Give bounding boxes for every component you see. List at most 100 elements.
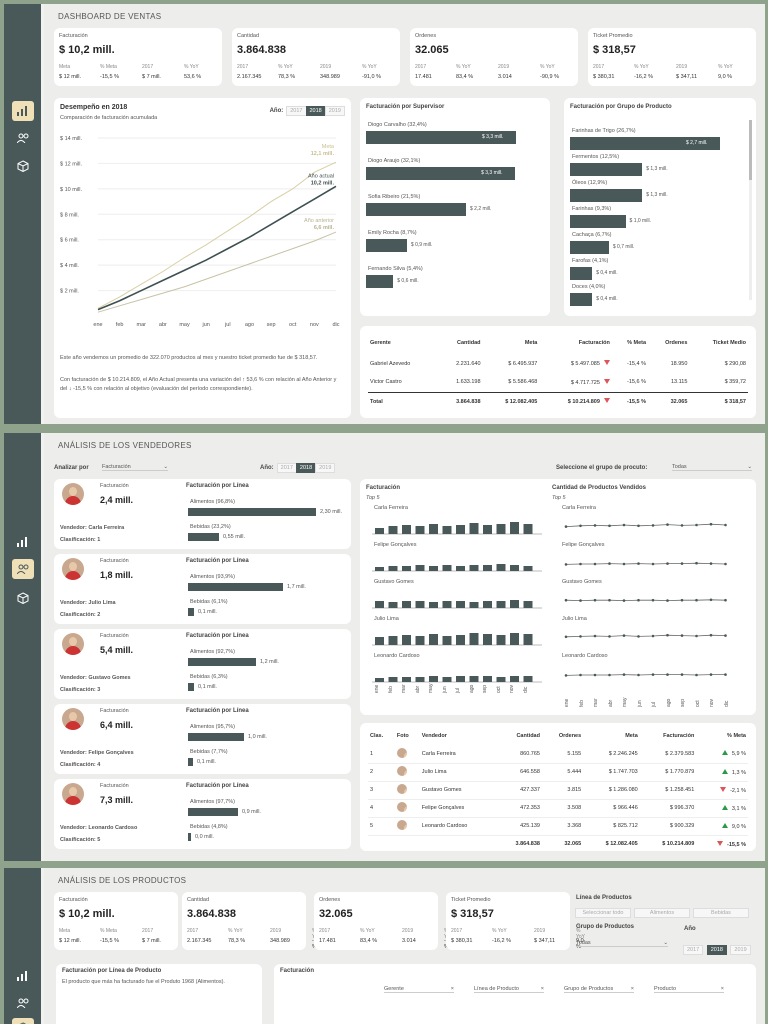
column-header[interactable]: Meta	[524, 340, 538, 346]
table-row[interactable]: 2 Julio Lima 646.558 5.444 $ 1.747.703 $ 1.77…	[368, 763, 748, 781]
table-row[interactable]: 5 Leonardo Cardoso 425.139 3.368 $ 825.712 $ …	[368, 817, 748, 835]
alimentos-button[interactable]: Alimentos	[634, 908, 690, 918]
kpi-label: Ticket Promedio	[593, 33, 633, 39]
month-label: may	[622, 697, 628, 707]
filter-field[interactable]: Gerente ×	[384, 986, 454, 993]
bar[interactable]	[366, 239, 407, 252]
bar-chart-icon[interactable]	[12, 101, 34, 121]
spark-dot	[579, 635, 582, 638]
year-2017-button[interactable]: 2017	[286, 106, 307, 116]
line-b-bar[interactable]	[188, 683, 194, 691]
year-2019-button[interactable]: 2019	[730, 945, 751, 955]
column-header[interactable]: Foto	[396, 733, 409, 739]
bar[interactable]	[570, 241, 609, 254]
close-icon[interactable]: ×	[450, 986, 454, 992]
box-icon[interactable]	[12, 588, 34, 608]
filter-field[interactable]: Línea de Producto ×	[474, 986, 544, 993]
line-a-bar[interactable]	[188, 508, 316, 516]
kpi-sub-label: 2019	[498, 64, 510, 70]
filter-field[interactable]: Producto ×	[654, 986, 724, 993]
x-tick-label: sep	[267, 322, 276, 328]
kpi-value: 3.864.838	[237, 44, 286, 56]
column-header[interactable]: Meta	[625, 733, 638, 739]
cell: 18.950	[670, 360, 688, 367]
line-product-card: Facturación por Línea de Producto El pro…	[56, 964, 262, 1024]
table-row[interactable]: 3 Gustavo Gomes 427.337 3.815 $ 1.286.080 $ 1…	[368, 781, 748, 799]
bar[interactable]	[570, 137, 720, 150]
year-2018-button[interactable]: 2018	[295, 463, 317, 473]
users-icon[interactable]	[12, 993, 34, 1013]
column-header[interactable]: Cantidad	[457, 340, 481, 346]
users-icon[interactable]	[12, 559, 34, 579]
line-b-bar[interactable]	[188, 533, 219, 541]
year-label: Año	[684, 926, 696, 932]
line-b-bar[interactable]	[188, 608, 194, 616]
spark-dot	[680, 673, 684, 676]
close-icon[interactable]: ×	[630, 986, 634, 992]
bar[interactable]	[366, 203, 466, 216]
line-b-bar[interactable]	[188, 833, 191, 841]
box-icon[interactable]	[12, 156, 34, 176]
column-header[interactable]: Gerente	[370, 340, 391, 346]
table-row[interactable]: Total 3.864.838 $ 12.082.405 $ 10.214.809 -1…	[368, 392, 748, 411]
bar[interactable]	[570, 189, 643, 202]
kpi-label: Cantidad	[237, 33, 260, 39]
column-header[interactable]: Clas.	[370, 733, 384, 739]
column-header[interactable]: Cantidad	[516, 733, 540, 739]
group-dropdown[interactable]: Todas ⌄	[672, 464, 752, 471]
year-2017-button[interactable]: 2017	[276, 463, 297, 473]
table-row[interactable]: 4 Felipe Gonçalves 472.353 3.508 $ 966.446 $ …	[368, 799, 748, 817]
bebidas-button[interactable]: Bebidas	[693, 908, 749, 918]
bar[interactable]	[570, 267, 593, 280]
filter-field[interactable]: Grupo de Productos ×	[564, 986, 634, 993]
column-header[interactable]: Ordenes	[558, 733, 582, 739]
bar[interactable]	[366, 275, 394, 288]
avatar	[396, 747, 407, 758]
column-header[interactable]: Facturación	[578, 340, 610, 346]
rank-cell: 2	[370, 769, 374, 775]
bar-chart-icon[interactable]	[12, 532, 34, 552]
kpi-sub-value: $ 380,31	[451, 938, 473, 944]
spark-dot	[695, 523, 698, 527]
table-row[interactable]: Victor Castro 1.633.198 $ 5.586.468 $ 4.717…	[368, 373, 748, 392]
bar[interactable]	[366, 167, 516, 180]
year-2019-button[interactable]: 2019	[315, 463, 336, 473]
close-icon[interactable]: ×	[540, 986, 544, 992]
cell: $ 318,57	[724, 398, 746, 405]
column-header[interactable]: Ticket Medio	[712, 340, 746, 346]
column-header[interactable]: Vendedor	[421, 733, 447, 739]
year-2018-button[interactable]: 2018	[305, 106, 326, 116]
line-a-bar[interactable]	[188, 733, 244, 741]
column-header[interactable]: % Meta	[727, 733, 746, 739]
year-2018-button[interactable]: 2018	[706, 945, 727, 955]
column-header[interactable]: % Meta	[627, 340, 647, 346]
spark-dot	[608, 598, 611, 602]
box-icon[interactable]	[12, 1018, 34, 1024]
users-icon[interactable]	[12, 128, 34, 148]
scrollbar[interactable]	[749, 120, 752, 300]
line-b-bar[interactable]	[188, 758, 193, 766]
bar[interactable]	[570, 163, 643, 176]
spark-bar	[496, 564, 506, 571]
spark-bar	[483, 601, 492, 608]
bar[interactable]	[570, 215, 626, 228]
line-a-bar[interactable]	[188, 658, 256, 666]
bar[interactable]	[570, 293, 593, 306]
group-dropdown[interactable]: Todas ⌄	[576, 940, 668, 947]
avatar	[62, 708, 84, 730]
select-all-button[interactable]: Seleccionar todo	[575, 908, 631, 918]
line-a-bar[interactable]	[188, 583, 283, 591]
analyze-dropdown[interactable]: Facturación ⌄	[102, 464, 168, 471]
year-2017-button[interactable]: 2017	[683, 945, 704, 955]
spark-dot	[666, 523, 669, 526]
column-header[interactable]: Ordenes	[665, 340, 688, 346]
line-a-bar[interactable]	[188, 808, 238, 816]
column-header[interactable]: Facturación	[663, 733, 695, 739]
bar-chart-icon[interactable]	[12, 966, 34, 986]
close-icon[interactable]: ×	[720, 986, 724, 992]
spark-bar	[415, 526, 425, 534]
bar[interactable]	[366, 131, 516, 144]
year-2019-button[interactable]: 2019	[324, 106, 345, 116]
table-row[interactable]: 1 Carla Ferreira 860.765 5.155 $ 2.246.245 $ …	[368, 745, 748, 763]
table-row[interactable]: Gabriel Azevedo 2.231.640 $ 6.495.937 $ 5.4…	[368, 354, 748, 373]
